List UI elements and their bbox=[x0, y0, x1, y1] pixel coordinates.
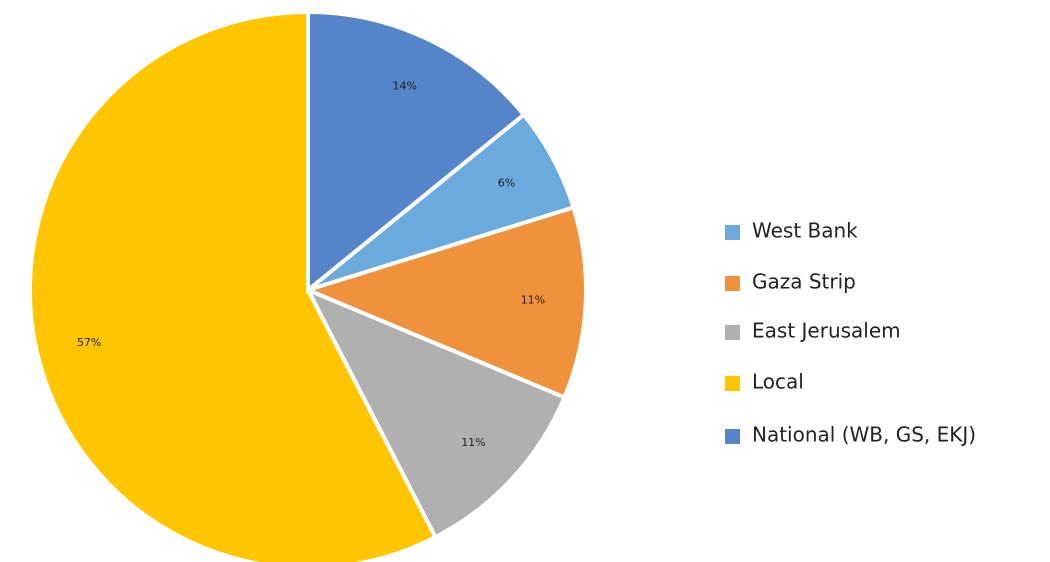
value-label: 11% bbox=[461, 436, 485, 449]
legend-label: Local bbox=[752, 370, 804, 394]
pie-slice bbox=[306, 9, 527, 295]
legend-label: East Jerusalem bbox=[752, 319, 901, 343]
legend-swatch bbox=[725, 225, 740, 240]
value-label: 11% bbox=[521, 294, 545, 307]
legend-swatch bbox=[725, 376, 740, 391]
value-label: 6% bbox=[498, 177, 515, 190]
value-label: 14% bbox=[393, 80, 417, 93]
value-label: 57% bbox=[77, 336, 101, 349]
pie-slice bbox=[302, 204, 588, 401]
legend-swatch bbox=[725, 429, 740, 444]
legend-swatch bbox=[725, 276, 740, 291]
legend-label: West Bank bbox=[752, 219, 858, 243]
pie-slice bbox=[303, 286, 568, 540]
legend-label: Gaza Strip bbox=[752, 270, 856, 294]
legend-swatch bbox=[725, 325, 740, 340]
pie-slice bbox=[28, 9, 439, 562]
legend-label: National (WB, GS, EKJ) bbox=[752, 423, 976, 447]
